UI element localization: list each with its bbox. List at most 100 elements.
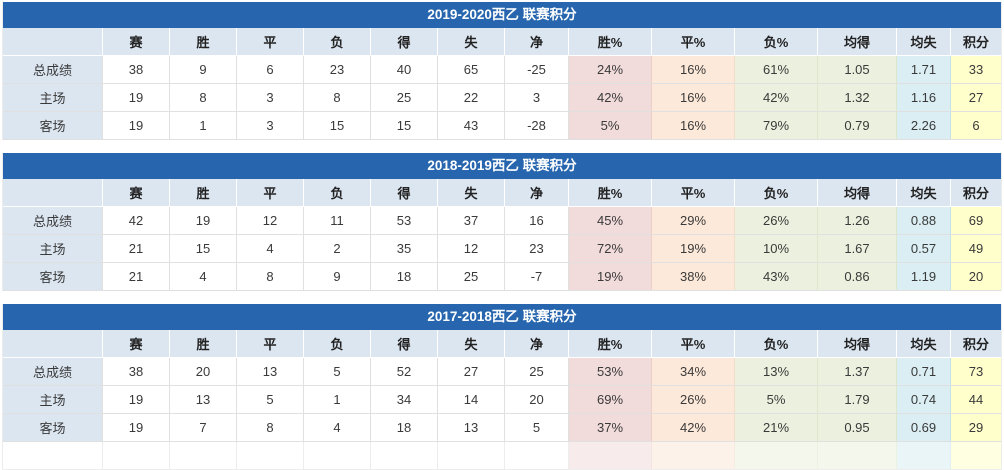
stat-cell: 29% <box>652 207 735 235</box>
stat-cell: 19 <box>103 112 170 140</box>
column-header-blank <box>3 330 103 358</box>
stat-cell: 0.57 <box>897 235 951 263</box>
header-row: 赛胜平负得失净胜% 平% 负% 均得 均失 积分 <box>3 28 1001 56</box>
stat-cell: 35 <box>371 235 438 263</box>
header-row: 赛胜平负得失净胜% 平% 负% 均得 均失 积分 <box>3 179 1001 207</box>
stat-cell: 42% <box>569 84 652 112</box>
stat-cell: 10% <box>735 235 818 263</box>
stat-cell: 72% <box>569 235 652 263</box>
stat-cell: 4 <box>237 235 304 263</box>
stat-cell: 19 <box>103 414 170 442</box>
stat-cell: 15 <box>304 112 371 140</box>
column-header-stat: 均得 <box>818 28 897 56</box>
stat-cell: 22 <box>438 84 505 112</box>
stat-cell <box>304 442 371 470</box>
stat-cell: 42% <box>652 414 735 442</box>
column-header-blank <box>3 179 103 207</box>
stat-cell: 1.37 <box>818 358 897 386</box>
stat-cell <box>3 442 103 470</box>
stat-cell: 45% <box>569 207 652 235</box>
stat-cell <box>170 442 237 470</box>
stat-cell: 34 <box>371 386 438 414</box>
row-label: 总成绩 <box>3 207 103 235</box>
row-label: 总成绩 <box>3 358 103 386</box>
row-label: 主场 <box>3 235 103 263</box>
season-stats-table: 2019-2020西乙 联赛积分 赛胜平负得失净胜% 平% 负% 均得 均失 积分 总成绩… <box>2 2 1002 140</box>
column-header-stat: 得 <box>371 28 438 56</box>
stat-cell: 40 <box>371 56 438 84</box>
table-row: 主场 21 15 4 2 35 12 23 72% 19% 10% 1.67 0.57 49 <box>3 235 1001 263</box>
column-header-stat: 积分 <box>951 330 1001 358</box>
stat-cell: 25 <box>505 358 569 386</box>
stat-cell: 69 <box>951 207 1001 235</box>
row-label: 总成绩 <box>3 56 103 84</box>
stat-cell: 16% <box>652 112 735 140</box>
stat-cell: -7 <box>505 263 569 291</box>
stat-cell: 79% <box>735 112 818 140</box>
stat-cell: 3 <box>237 84 304 112</box>
stat-cell <box>103 442 170 470</box>
stat-cell: 19% <box>569 263 652 291</box>
stat-cell: 20 <box>951 263 1001 291</box>
column-header-stat: 负% <box>735 28 818 56</box>
column-header-stat: 平% <box>652 179 735 207</box>
stat-cell: 24% <box>569 56 652 84</box>
stat-cell: 13 <box>438 414 505 442</box>
stat-cell: 12 <box>438 235 505 263</box>
stat-cell <box>505 442 569 470</box>
column-header-stat: 负 <box>304 28 371 56</box>
stat-cell: 21 <box>103 235 170 263</box>
stat-cell: 20 <box>170 358 237 386</box>
table-title: 2018-2019西乙 联赛积分 <box>3 153 1001 179</box>
stat-cell <box>951 442 1001 470</box>
stat-cell: 1 <box>304 386 371 414</box>
clipped-partial-row <box>3 442 1001 470</box>
stat-cell: 0.71 <box>897 358 951 386</box>
stat-cell: 52 <box>371 358 438 386</box>
column-header-stat: 胜 <box>170 28 237 56</box>
table-row: 总成绩 38 9 6 23 40 65 -25 24% 16% 61% 1.05 1.71 33 <box>3 56 1001 84</box>
column-header-stat: 负 <box>304 179 371 207</box>
stat-cell: 8 <box>170 84 237 112</box>
stat-cell: 8 <box>237 263 304 291</box>
stat-cell: 6 <box>951 112 1001 140</box>
stat-cell: 25 <box>371 84 438 112</box>
stat-cell <box>818 442 897 470</box>
column-header-stat: 净 <box>505 179 569 207</box>
stat-cell: 21 <box>103 263 170 291</box>
column-header-stat: 净 <box>505 28 569 56</box>
column-header-stat: 得 <box>371 330 438 358</box>
stat-cell: 1.26 <box>818 207 897 235</box>
stat-cell: 33 <box>951 56 1001 84</box>
column-header-stat: 均失 <box>897 28 951 56</box>
stat-cell: 21% <box>735 414 818 442</box>
stat-cell: 2.26 <box>897 112 951 140</box>
column-header-stat: 平% <box>652 330 735 358</box>
column-header-stat: 平 <box>237 28 304 56</box>
stat-cell: 20 <box>505 386 569 414</box>
stat-cell: 29 <box>951 414 1001 442</box>
column-header-stat: 胜 <box>170 179 237 207</box>
stat-cell: 16% <box>652 56 735 84</box>
stat-cell <box>438 442 505 470</box>
stat-cell: 26% <box>735 207 818 235</box>
stat-cell: 1.67 <box>818 235 897 263</box>
header-row: 赛胜平负得失净胜% 平% 负% 均得 均失 积分 <box>3 330 1001 358</box>
column-header-stat: 均得 <box>818 330 897 358</box>
row-label: 客场 <box>3 414 103 442</box>
column-header-stat: 均得 <box>818 179 897 207</box>
stat-cell: 5 <box>304 358 371 386</box>
stat-cell: 0.86 <box>818 263 897 291</box>
stat-cell: 13% <box>735 358 818 386</box>
stat-cell: 0.95 <box>818 414 897 442</box>
column-header-stat: 净 <box>505 330 569 358</box>
stat-cell: 1.79 <box>818 386 897 414</box>
column-header-stat: 平 <box>237 330 304 358</box>
stat-cell: 34% <box>652 358 735 386</box>
stat-cell: 43 <box>438 112 505 140</box>
stat-cell: 13 <box>170 386 237 414</box>
table-title: 2017-2018西乙 联赛积分 <box>3 304 1001 330</box>
stat-cell: 69% <box>569 386 652 414</box>
column-header-stat: 失 <box>438 28 505 56</box>
